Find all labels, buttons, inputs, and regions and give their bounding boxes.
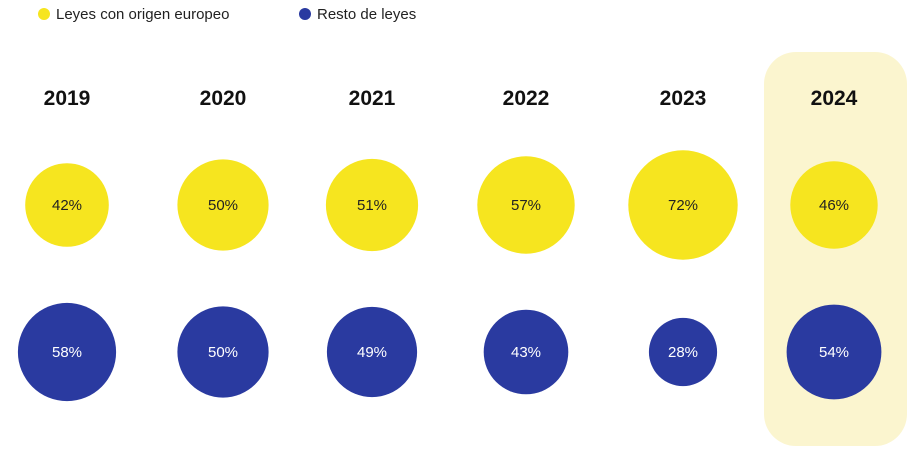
legend-label-rest: Resto de leyes [317, 6, 416, 23]
data-label-rest-2022: 43% [511, 344, 541, 361]
legend: Leyes con origen europeo Resto de leyes [38, 6, 416, 23]
bubble-eu-2023 [628, 150, 738, 260]
data-label-eu-2021: 51% [357, 197, 387, 214]
legend-label-eu: Leyes con origen europeo [56, 6, 229, 23]
bubble-eu-2019 [25, 163, 109, 247]
bubble-rest-2021 [326, 306, 418, 398]
year-label-2024: 2024 [811, 87, 858, 110]
data-label-rest-2021: 49% [357, 344, 387, 361]
data-label-rest-2024: 54% [819, 344, 849, 361]
data-label-rest-2019: 58% [52, 344, 82, 361]
bubble-rest-2023 [648, 317, 718, 387]
data-label-eu-2020: 50% [208, 197, 238, 214]
year-label-2021: 2021 [349, 87, 396, 110]
legend-swatch-rest [299, 8, 311, 20]
bubble-eu-2020 [177, 159, 269, 251]
data-label-rest-2020: 50% [208, 344, 238, 361]
bubble-rest-2024 [786, 304, 882, 400]
year-labels: 2019 2020 2021 2022 2023 2024 [44, 87, 858, 110]
legend-swatch-eu [38, 8, 50, 20]
bubble-eu-2022 [477, 156, 575, 254]
year-label-2020: 2020 [200, 87, 247, 110]
data-label-eu-2022: 57% [511, 197, 541, 214]
data-label-eu-2024: 46% [819, 197, 849, 214]
bubble-rest-2022 [483, 309, 569, 395]
data-label-rest-2023: 28% [668, 344, 698, 361]
year-label-2022: 2022 [503, 87, 550, 110]
data-label-eu-2019: 42% [52, 197, 82, 214]
year-label-2019: 2019 [44, 87, 91, 110]
bubbles: 42% 50% 51% 57% 72% 46% 58% 50% 49% 43% 28% 54% [17, 150, 882, 402]
bubble-eu-2021 [325, 158, 419, 252]
bubble-eu-2024 [790, 161, 878, 249]
bubble-rest-2020 [177, 306, 269, 398]
bubble-rest-2019 [17, 302, 117, 402]
legend-item-rest: Resto de leyes [299, 6, 416, 23]
legend-item-eu: Leyes con origen europeo [38, 6, 229, 23]
data-label-eu-2023: 72% [668, 197, 698, 214]
year-label-2023: 2023 [660, 87, 707, 110]
